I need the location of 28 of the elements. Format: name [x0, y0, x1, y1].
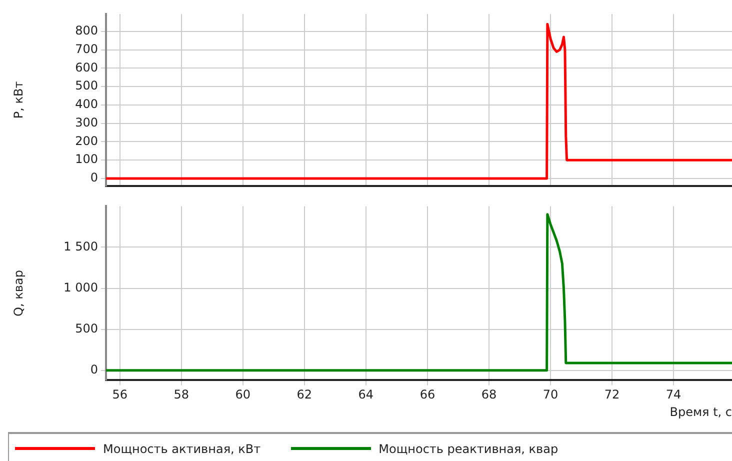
x-tick-label: 58 [174, 388, 190, 402]
x-tick-label: 72 [604, 388, 620, 402]
x-tick-label: 64 [358, 388, 374, 402]
y-tick-label: 0 [90, 362, 98, 376]
x-tick-label: 56 [112, 388, 128, 402]
y-axis-title: P, кВт [11, 81, 26, 119]
y-tick-label: 200 [75, 134, 98, 148]
x-axis-title: Время t, с [670, 404, 732, 419]
x-tick-label: 60 [235, 388, 251, 402]
x-tick-label: 74 [666, 388, 682, 402]
x-tick-label: 68 [481, 388, 497, 402]
y-tick-label: 500 [75, 321, 98, 336]
y-tick-label: 400 [75, 97, 98, 112]
x-tick-label: 70 [542, 388, 558, 402]
text: Мощность реактивная, квар [378, 442, 558, 456]
y-tick-label: 800 [75, 24, 98, 38]
x-tick-label: 66 [420, 388, 436, 402]
y-tick-label: 300 [75, 115, 98, 130]
y-tick-label: 0 [90, 170, 98, 185]
y-axis-title: Q, квар [11, 270, 26, 316]
y-tick-label: 1 500 [64, 239, 98, 254]
y-tick-label: 500 [75, 78, 98, 93]
x-tick-label: 62 [296, 388, 312, 402]
text: Мощность активная, кВт [103, 442, 261, 456]
y-tick-label: 700 [75, 42, 98, 56]
y-tick-label: 1 000 [64, 280, 98, 294]
y-tick-label: 600 [75, 60, 98, 74]
y-tick-label: 100 [75, 152, 98, 166]
